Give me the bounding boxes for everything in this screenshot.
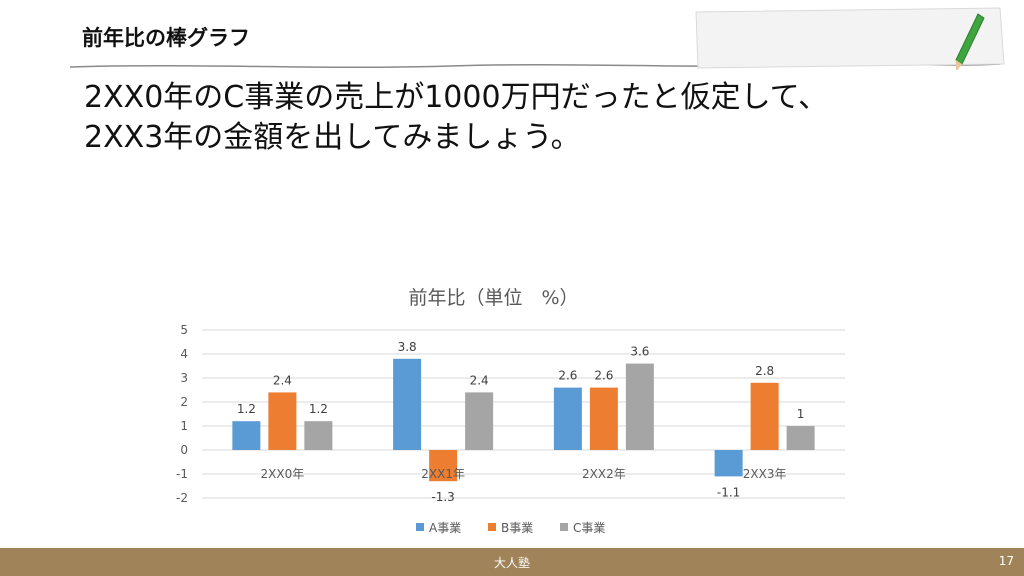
chart-title: 前年比（単位 %）	[408, 287, 578, 309]
y-tick-label: -1	[176, 467, 188, 481]
pencil-note-card	[690, 6, 1008, 72]
legend-swatch	[488, 523, 496, 531]
data-label: 2.4	[470, 373, 489, 387]
headline-line-2: 2XX3年の金額を出してみましょう。	[84, 120, 581, 155]
x-tick-label: 2XX0年	[261, 467, 305, 481]
chart-container: 前年比（単位 %） 5 4 3 2 1 0 -1 -2 1.2 2.4 1.2 2XX0年 3.8 -1.3…	[160, 270, 860, 545]
bar	[553, 387, 582, 450]
legend-label: B事業	[501, 521, 533, 535]
bar	[268, 392, 297, 450]
y-tick-label: 4	[180, 347, 188, 361]
data-label: 1.2	[237, 402, 256, 416]
data-label: -1.1	[717, 485, 740, 499]
page-number: 17	[998, 554, 1014, 568]
bar	[393, 358, 422, 450]
y-tick-label: 5	[180, 323, 188, 337]
y-tick-label: 1	[180, 419, 188, 433]
bar	[750, 382, 779, 450]
headline-line-1: 2XX0年のC事業の売上が1000万円だったと仮定して、	[84, 80, 829, 115]
data-label: 3.8	[398, 340, 417, 354]
bar	[589, 387, 618, 450]
bar	[786, 426, 815, 450]
bar	[714, 450, 743, 477]
y-tick-label: 2	[180, 395, 188, 409]
pencil-icon	[695, 7, 1005, 72]
footer-bar: 大人塾 17	[0, 548, 1024, 576]
bar	[429, 450, 458, 482]
data-label: 2.4	[273, 373, 292, 387]
footer-brand: 大人塾	[493, 556, 530, 570]
x-tick-label: 2XX2年	[582, 467, 626, 481]
data-label: -1.3	[431, 490, 454, 504]
data-label: 2.8	[755, 364, 774, 378]
y-tick-label: -2	[176, 491, 188, 505]
data-label: 2.6	[558, 369, 577, 383]
legend-swatch	[560, 523, 568, 531]
x-tick-label: 2XX3年	[743, 467, 787, 481]
y-tick-label: 0	[180, 443, 188, 457]
bar	[304, 421, 333, 450]
y-tick-label: 3	[180, 371, 188, 385]
legend-label: C事業	[573, 521, 605, 535]
bar	[465, 392, 494, 450]
x-tick-label: 2XX1年	[421, 467, 465, 481]
bar	[232, 421, 261, 450]
data-label: 1	[797, 407, 805, 421]
data-label: 1.2	[309, 402, 328, 416]
bar	[625, 363, 654, 450]
legend-label: A事業	[429, 521, 461, 535]
bar-chart: 前年比（単位 %） 5 4 3 2 1 0 -1 -2 1.2 2.4 1.2 2XX0年 3.8 -1.3…	[176, 287, 845, 535]
data-label: 3.6	[630, 345, 649, 359]
section-title: 前年比の棒グラフ	[82, 26, 250, 50]
data-label: 2.6	[594, 369, 613, 383]
headline: 2XX0年のC事業の売上が1000万円だったと仮定して、 2XX3年の金額を出し…	[84, 78, 964, 158]
legend-swatch	[416, 523, 424, 531]
